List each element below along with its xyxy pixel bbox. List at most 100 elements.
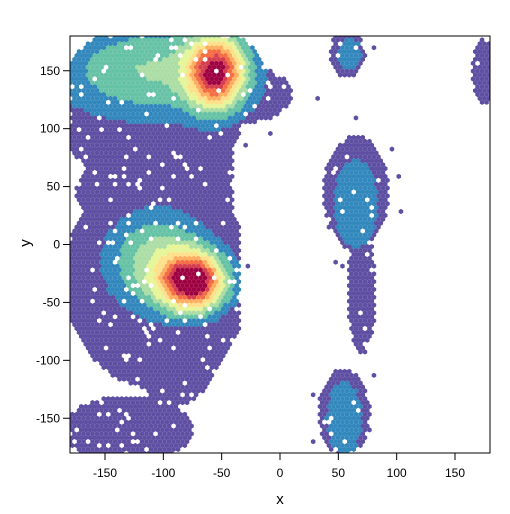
hexbin-cell bbox=[106, 37, 111, 43]
hexbin-cell bbox=[200, 45, 206, 51]
hexbin-cell bbox=[187, 427, 192, 433]
hexbin-cell bbox=[178, 435, 183, 441]
hexbin-cell bbox=[126, 322, 131, 328]
hexbin-cell bbox=[164, 177, 170, 183]
hexbin-cell bbox=[196, 388, 201, 394]
hexbin-cell bbox=[171, 72, 176, 78]
hexbin-cell bbox=[191, 99, 197, 105]
hexbin-cell bbox=[164, 333, 170, 339]
hexbin-cell bbox=[124, 60, 129, 66]
hexbin-cell bbox=[229, 142, 235, 148]
hexbin-cell bbox=[362, 208, 368, 215]
hexbin-cell bbox=[358, 388, 363, 394]
hexbin-cell bbox=[72, 72, 77, 78]
hexbin-cell bbox=[202, 36, 208, 39]
hexbin-cell bbox=[169, 364, 174, 371]
hexbin-cell bbox=[337, 72, 343, 78]
hexbin-cell bbox=[130, 197, 136, 203]
hexbin-cell bbox=[353, 419, 359, 425]
hexbin-cell bbox=[166, 415, 172, 421]
hexbin-cell bbox=[371, 201, 377, 207]
hexbin-cell bbox=[369, 290, 374, 296]
hexbin-cell bbox=[207, 189, 212, 195]
hexbin-cell bbox=[97, 333, 102, 339]
hexbin-cell bbox=[216, 142, 221, 148]
hexbin-cell bbox=[205, 68, 210, 74]
hexbin-cell bbox=[151, 123, 156, 129]
hexbin-cell bbox=[117, 197, 122, 203]
hexbin-cell bbox=[236, 286, 242, 293]
hexbin-cell bbox=[175, 56, 181, 62]
hexbin-cell bbox=[115, 216, 120, 222]
hexbin-cell bbox=[184, 158, 190, 164]
hexbin-cell bbox=[133, 396, 138, 402]
hexbin-cell bbox=[103, 166, 109, 172]
hexbin-cell bbox=[333, 197, 338, 203]
hexbin-cell bbox=[223, 208, 228, 215]
hexbin-cell bbox=[351, 306, 356, 312]
hexbin-cell bbox=[155, 302, 161, 308]
hexbin-cell bbox=[164, 76, 170, 82]
hexbin-cell bbox=[99, 158, 104, 164]
hexbin-cell bbox=[119, 232, 124, 238]
hexbin-cell bbox=[245, 91, 251, 98]
hexbin-cell bbox=[198, 298, 203, 304]
hexbin-cell bbox=[353, 115, 359, 121]
hexbin-cell bbox=[207, 267, 212, 273]
hexbin-cell bbox=[155, 45, 161, 51]
hexbin-cell bbox=[101, 403, 106, 410]
hexbin-cell bbox=[70, 255, 75, 261]
hexbin-cell bbox=[110, 177, 115, 183]
hexbin-cell bbox=[236, 271, 242, 277]
hexbin-cell bbox=[85, 244, 91, 250]
hexbin-cell bbox=[173, 201, 179, 207]
hexbin-cell bbox=[162, 283, 167, 289]
hexbin-cell bbox=[76, 329, 82, 335]
hexbin-cell bbox=[209, 325, 215, 332]
hexbin-cell bbox=[124, 216, 129, 222]
hexbin-cell bbox=[155, 380, 161, 386]
hexbin-cell bbox=[182, 240, 188, 246]
hexbin-cell bbox=[166, 314, 172, 320]
hexbin-cell bbox=[101, 435, 106, 441]
hexbin-cell bbox=[166, 431, 172, 437]
hexbin-cell bbox=[191, 68, 197, 74]
hexbin-cell bbox=[317, 396, 323, 402]
hexbin-cell bbox=[360, 290, 365, 296]
hexbin-cell bbox=[189, 259, 194, 265]
hexbin-cell bbox=[90, 95, 95, 101]
hexbin-cell bbox=[218, 349, 224, 355]
hexbin-cell bbox=[180, 322, 185, 328]
hexbin-cell bbox=[126, 283, 131, 289]
hexbin-cell bbox=[157, 189, 163, 195]
hexbin-cell bbox=[484, 45, 489, 51]
hexbin-cell bbox=[139, 236, 145, 242]
hexbin-cell bbox=[169, 435, 174, 441]
hexbin-cell bbox=[232, 224, 237, 230]
hexbin-cell bbox=[227, 154, 233, 160]
hexbin-cell bbox=[207, 119, 212, 125]
hexbin-cell bbox=[245, 52, 251, 59]
hexbin-cell bbox=[214, 130, 219, 137]
hexbin-cell bbox=[157, 205, 163, 211]
hexbin-cell bbox=[225, 119, 230, 125]
hexbin-cell bbox=[193, 88, 199, 94]
hexbin-cell bbox=[139, 361, 145, 367]
hexbin-cell bbox=[367, 193, 372, 199]
hexbin-cell bbox=[220, 244, 226, 250]
hexbin-cell bbox=[126, 431, 131, 437]
hexbin-cell bbox=[126, 173, 131, 179]
hexbin-cell bbox=[70, 103, 73, 109]
hexbin-cell bbox=[182, 232, 188, 238]
hexbin-cell bbox=[225, 56, 230, 62]
hexbin-cell bbox=[360, 166, 365, 172]
hexbin-cell bbox=[225, 220, 230, 226]
hexbin-cell bbox=[164, 99, 170, 105]
hexbin-cell bbox=[169, 419, 174, 425]
hexbin-cell bbox=[333, 368, 338, 374]
hexbin-cell bbox=[137, 60, 143, 66]
hexbin-cell bbox=[142, 232, 147, 238]
hexbin-cell bbox=[128, 310, 133, 316]
hexbin-cell bbox=[90, 189, 95, 195]
hexbin-cell bbox=[162, 197, 167, 203]
